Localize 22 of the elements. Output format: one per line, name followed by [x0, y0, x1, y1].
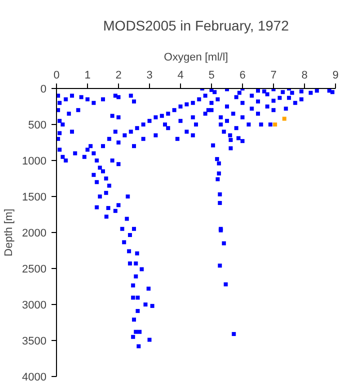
x-tick-label: 1: [84, 70, 91, 82]
y-tick-label: 1500: [22, 192, 47, 204]
x-tick-label: 4: [177, 70, 184, 82]
x-axis-title: Oxygen [ml/l]: [164, 52, 228, 64]
x-tick-label: 2: [115, 70, 122, 82]
x-tick-label: 5: [208, 70, 215, 82]
y-tick-label: 3500: [22, 336, 47, 348]
y-tick-label: 2500: [22, 264, 47, 276]
x-tick-label: 0: [53, 70, 60, 82]
x-tick-label: 8: [301, 70, 308, 82]
y-tick-label: 1000: [22, 156, 47, 168]
x-tick-label: 9: [332, 70, 339, 82]
x-tick-label: 6: [239, 70, 246, 82]
x-tick-label: 3: [146, 70, 153, 82]
y-axis-title: Depth [m]: [3, 208, 16, 256]
y-tick-label: 3000: [22, 300, 47, 312]
y-tick-label: 0: [40, 84, 47, 96]
chart-title: MODS2005 in February, 1972: [103, 18, 290, 34]
x-tick-label: 7: [270, 70, 277, 82]
y-tick-label: 500: [28, 120, 47, 132]
y-tick-label: 4000: [22, 372, 47, 384]
y-tick-label: 2000: [22, 228, 47, 240]
